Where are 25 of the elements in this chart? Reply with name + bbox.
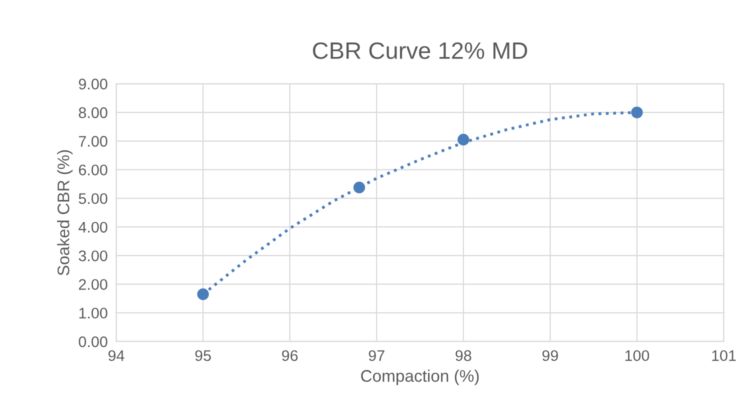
x-tick-label: 96: [282, 350, 298, 362]
x-axis-title: Compaction (%): [361, 370, 479, 386]
x-tick-label: 101: [712, 350, 736, 362]
chart-title: CBR Curve 12% MD: [312, 42, 528, 60]
y-tick-label: 2.00: [78, 279, 108, 290]
y-tick-label: 3.00: [78, 250, 108, 262]
point: [353, 182, 366, 194]
point: [197, 288, 209, 300]
y-tick-label: 0.00: [78, 336, 108, 348]
y-tick-label: 1.00: [79, 308, 108, 319]
point: [458, 134, 470, 146]
y-tick-label: 8.00: [78, 107, 108, 118]
x-tick-label: 100: [625, 350, 650, 362]
y-axis-title: Soaked CBR (%): [57, 150, 73, 276]
y-tick-label: 5.00: [78, 193, 108, 204]
x-tick-label: 95: [195, 350, 211, 362]
y-tick-label: 6.00: [78, 164, 108, 176]
y-tick-label: 4.00: [78, 222, 108, 233]
x-tick-label: 98: [456, 350, 472, 362]
x-tick-label: 94: [108, 350, 124, 362]
point: [631, 106, 643, 118]
x-tick-label: 99: [542, 350, 558, 362]
x-tick-label: 97: [368, 350, 384, 362]
y-tick-label: 9.00: [78, 78, 108, 90]
y-tick-label: 7.00: [78, 136, 108, 147]
